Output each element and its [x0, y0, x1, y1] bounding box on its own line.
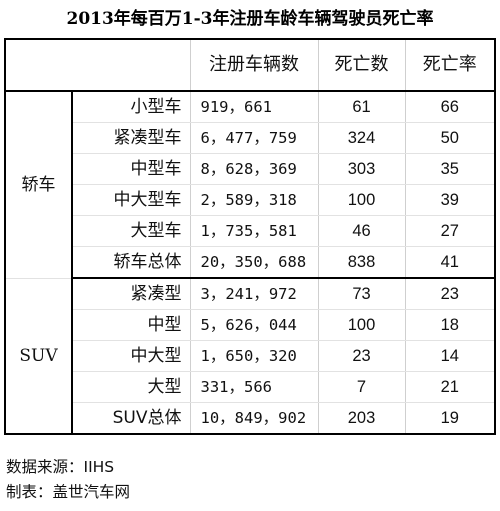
row-rate: 35	[405, 153, 496, 185]
row-type: 大型	[72, 371, 191, 403]
table-title: 2013年每百万1-3年注册车龄车辆驾驶员死亡率	[66, 9, 434, 29]
row-rate: 14	[405, 340, 496, 372]
row-registered: 3，241，972	[190, 278, 319, 310]
header-registered: 注册车辆数	[190, 38, 319, 92]
table-row: SUV总体 10，849，902 203 19	[5, 402, 496, 435]
row-type: 中型	[72, 309, 191, 341]
row-type: 紧凑型	[72, 278, 191, 310]
row-type: 小型车	[72, 91, 191, 123]
row-deaths: 46	[318, 215, 406, 247]
row-registered: 20，350，688	[190, 246, 319, 279]
table-row: 轿车总体 20，350，688 838 41	[5, 246, 496, 279]
row-rate: 21	[405, 371, 496, 403]
row-type: 紧凑型车	[72, 122, 191, 154]
row-deaths: 303	[318, 153, 406, 185]
group-label-sedan: 轿车	[4, 91, 73, 279]
row-deaths: 100	[318, 309, 406, 341]
header-deaths: 死亡数	[318, 38, 406, 92]
row-type: 中大型	[72, 340, 191, 372]
row-rate: 23	[405, 278, 496, 310]
row-rate: 66	[405, 91, 496, 123]
table-row: 大型车 1，735，581 46 27	[5, 215, 496, 247]
row-type: SUV总体	[72, 402, 191, 435]
header-row: 注册车辆数 死亡数 死亡率	[4, 38, 496, 92]
row-registered: 1，735，581	[190, 215, 319, 247]
row-rate: 19	[405, 402, 496, 435]
table-row: 紧凑型车 6，477，759 324 50	[5, 122, 496, 154]
source-note: 数据来源：IIHS	[6, 458, 115, 476]
row-deaths: 100	[318, 184, 406, 216]
row-rate: 27	[405, 215, 496, 247]
row-deaths: 73	[318, 278, 406, 310]
table-row: SUV 紧凑型 3，241，972 73 23	[4, 278, 496, 435]
row-rate: 39	[405, 184, 496, 216]
row-registered: 6，477，759	[190, 122, 319, 154]
table-row: 大型 331，566 7 21	[5, 371, 496, 403]
table-row: 中大型车 2，589，318 100 39	[5, 184, 496, 216]
row-deaths: 203	[318, 402, 406, 435]
table-row: 轿车 小型车 919，661 61 66	[4, 91, 496, 279]
table-row: 中大型 1，650，320 23 14	[5, 340, 496, 372]
producer-note: 制表：盖世汽车网	[6, 483, 131, 501]
header-blank-cell	[4, 38, 191, 92]
row-deaths: 23	[318, 340, 406, 372]
row-rate: 41	[405, 246, 496, 279]
row-registered: 10，849，902	[190, 402, 319, 435]
row-registered: 5，626，044	[190, 309, 319, 341]
row-rate: 50	[405, 122, 496, 154]
row-rate: 18	[405, 309, 496, 341]
death-rate-table: 注册车辆数 死亡数 死亡率 轿车 小型车 919，661 61 66 紧凑型车 …	[4, 38, 496, 435]
row-registered: 331，566	[190, 371, 319, 403]
header-rate: 死亡率	[405, 38, 496, 92]
row-deaths: 838	[318, 246, 406, 279]
row-type: 中大型车	[72, 184, 191, 216]
row-type: 大型车	[72, 215, 191, 247]
table-row: 中型车 8，628，369 303 35	[5, 153, 496, 185]
row-registered: 2，589，318	[190, 184, 319, 216]
row-deaths: 7	[318, 371, 406, 403]
group-label-suv: SUV	[4, 278, 73, 435]
row-type: 轿车总体	[72, 246, 191, 279]
row-deaths: 61	[318, 91, 406, 123]
row-registered: 1，650，320	[190, 340, 319, 372]
row-registered: 919，661	[190, 91, 319, 123]
row-deaths: 324	[318, 122, 406, 154]
table-row: 中型 5，626，044 100 18	[5, 309, 496, 341]
row-type: 中型车	[72, 153, 191, 185]
row-registered: 8，628，369	[190, 153, 319, 185]
